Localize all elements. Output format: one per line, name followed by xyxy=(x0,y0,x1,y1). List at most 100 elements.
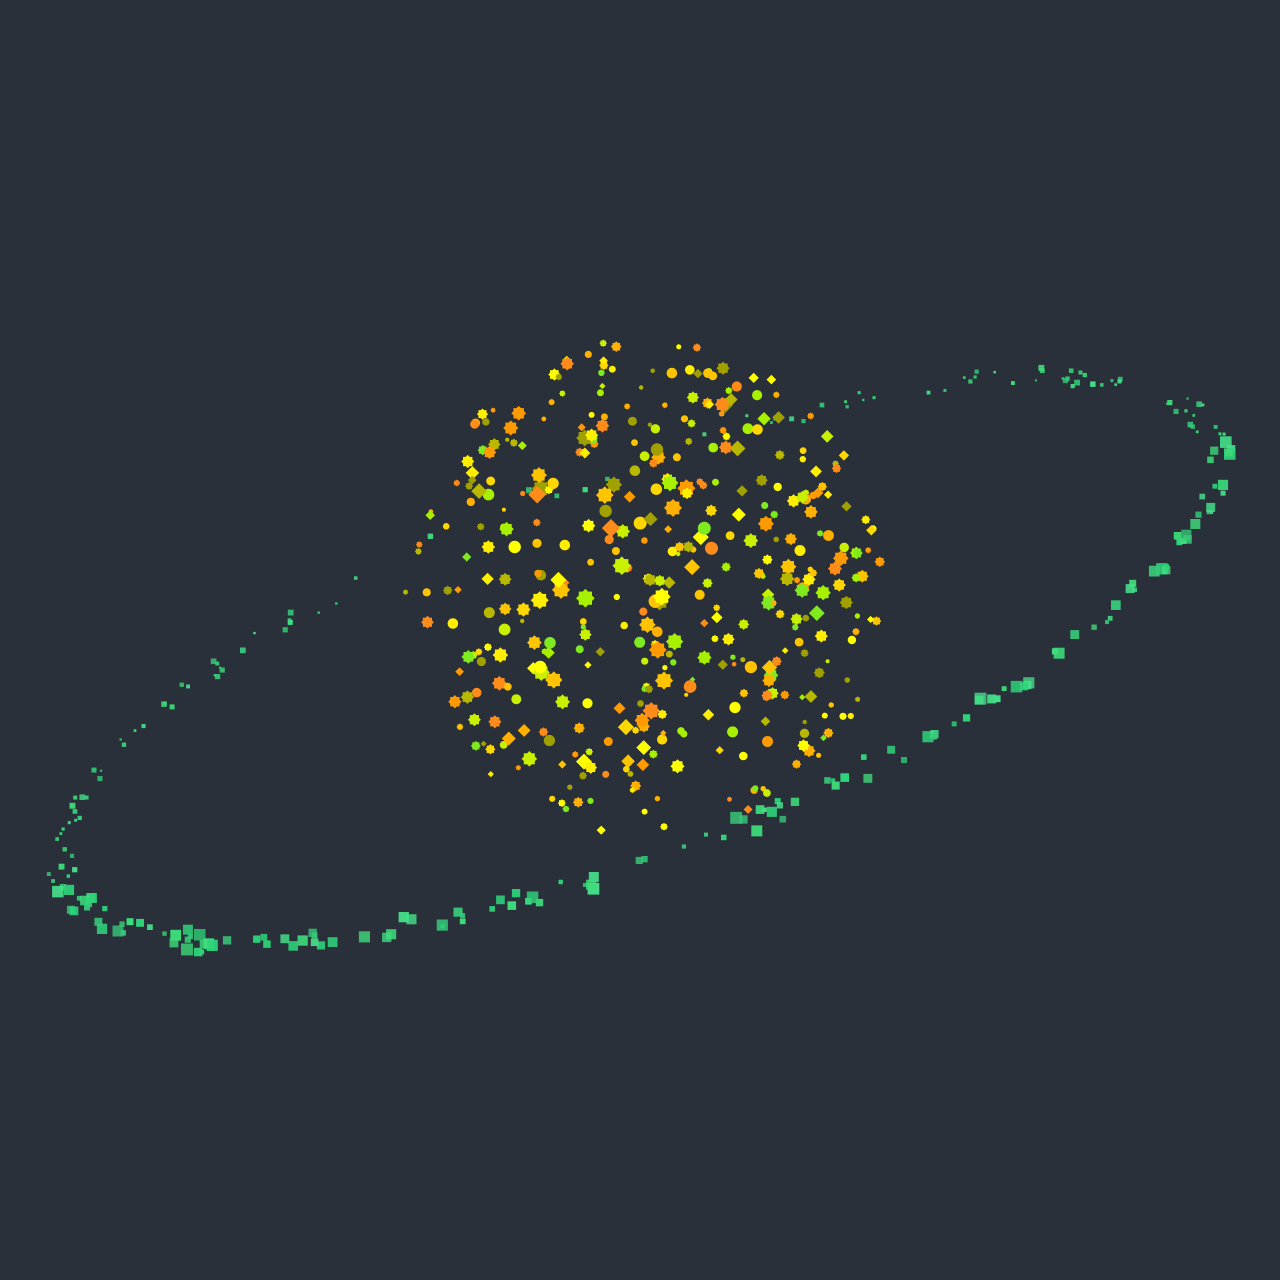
planet-particle xyxy=(823,530,834,541)
planet-particle xyxy=(631,726,640,735)
planet-particle xyxy=(666,367,678,379)
ring-particle xyxy=(398,912,409,923)
planet-particle xyxy=(488,715,502,729)
planet-particle xyxy=(760,595,777,611)
ring-particle xyxy=(147,924,153,930)
ring-particle xyxy=(1201,403,1205,407)
planet-particle xyxy=(828,702,834,708)
ring-particle xyxy=(354,576,358,580)
planet-particle xyxy=(784,532,798,546)
planet-particle xyxy=(692,343,702,352)
planet-particle xyxy=(743,805,753,814)
planet-particle xyxy=(674,541,685,553)
planet-particle xyxy=(648,640,667,659)
planet-particle xyxy=(727,726,739,738)
planet-particle xyxy=(544,637,556,649)
ring-particle xyxy=(1129,579,1137,587)
ring-particle xyxy=(901,757,907,763)
ring-particle xyxy=(1117,376,1123,382)
planet-particle xyxy=(797,739,810,752)
ring-particle xyxy=(1195,430,1199,434)
planet-particle xyxy=(724,386,733,395)
ring-particle xyxy=(1162,565,1171,575)
ring-particle xyxy=(704,832,708,837)
planet-particle xyxy=(739,751,748,761)
planet-particle xyxy=(453,479,461,487)
ring-particle xyxy=(1111,600,1121,610)
planet-particle xyxy=(809,491,817,500)
planet-particle xyxy=(573,722,585,734)
planet-particle xyxy=(528,485,547,504)
ring-particle xyxy=(218,666,222,669)
planet-particle xyxy=(794,582,810,598)
planet-particle xyxy=(847,635,857,645)
ring-particle xyxy=(1110,379,1114,383)
ring-particle xyxy=(583,882,588,888)
ring-particle xyxy=(76,895,82,901)
planet-particle xyxy=(638,385,644,390)
planet-particle xyxy=(599,339,608,348)
planet-particle xyxy=(670,659,677,666)
planet-particle xyxy=(665,632,684,651)
ring-particle xyxy=(641,856,648,863)
planet-particle xyxy=(654,671,674,690)
ring-particle xyxy=(59,832,63,835)
planet-particle xyxy=(555,373,563,381)
ring-particle xyxy=(1070,630,1080,639)
planet-particle xyxy=(599,360,609,371)
ring-particle xyxy=(1132,587,1137,592)
planet-particle xyxy=(485,744,496,755)
planet-particle xyxy=(685,365,695,375)
planet-particle xyxy=(641,808,648,815)
ring-particle xyxy=(751,825,763,837)
planet-particle xyxy=(480,740,487,747)
planet-particle xyxy=(560,356,574,371)
ring-particle xyxy=(1114,383,1118,386)
planet-particle xyxy=(839,712,847,720)
planet-particle xyxy=(654,795,661,802)
ring-particle xyxy=(1034,379,1037,382)
planet-particle xyxy=(753,567,765,579)
planet-particle xyxy=(684,437,693,446)
planet-particle xyxy=(600,413,608,421)
planet-particle xyxy=(866,615,875,624)
ring-particle xyxy=(951,721,957,727)
planet-particle xyxy=(660,729,667,737)
planet-particle xyxy=(780,690,790,700)
planet-particle xyxy=(634,636,646,648)
planet-particle xyxy=(774,449,785,460)
ring-particle xyxy=(133,729,137,732)
ring-particle xyxy=(745,414,749,418)
ring-particle xyxy=(993,695,1001,703)
ring-particle xyxy=(1187,421,1194,428)
planet-particle xyxy=(612,556,632,576)
planet-particle xyxy=(871,616,882,626)
ring-particle xyxy=(280,934,290,944)
planet-particle xyxy=(566,784,573,791)
ring-particle xyxy=(1212,483,1218,489)
planet-particle xyxy=(820,734,827,742)
planet-particle xyxy=(470,740,481,751)
ring-particle xyxy=(311,932,318,939)
planet-particle xyxy=(627,771,634,777)
planet-particle xyxy=(721,562,731,572)
planet-particle xyxy=(599,356,608,365)
ring-particle xyxy=(1065,376,1070,381)
ring-particle xyxy=(459,918,466,925)
ring-particle xyxy=(766,806,777,817)
planet-particle xyxy=(515,764,522,771)
ring-particle xyxy=(943,388,947,392)
planet-particle xyxy=(821,712,828,719)
planet-particle xyxy=(442,585,453,596)
planet-particle xyxy=(770,599,778,607)
planet-particle xyxy=(802,614,810,622)
ring-particle xyxy=(1190,519,1201,529)
planet-particle xyxy=(739,688,749,698)
planet-particle xyxy=(466,497,475,507)
ring-particle xyxy=(63,884,75,895)
ring-particle xyxy=(170,929,182,941)
planet-particle xyxy=(503,682,512,691)
planet-particle xyxy=(501,731,516,746)
ring-particle xyxy=(141,724,146,729)
planet-particle xyxy=(653,574,666,587)
